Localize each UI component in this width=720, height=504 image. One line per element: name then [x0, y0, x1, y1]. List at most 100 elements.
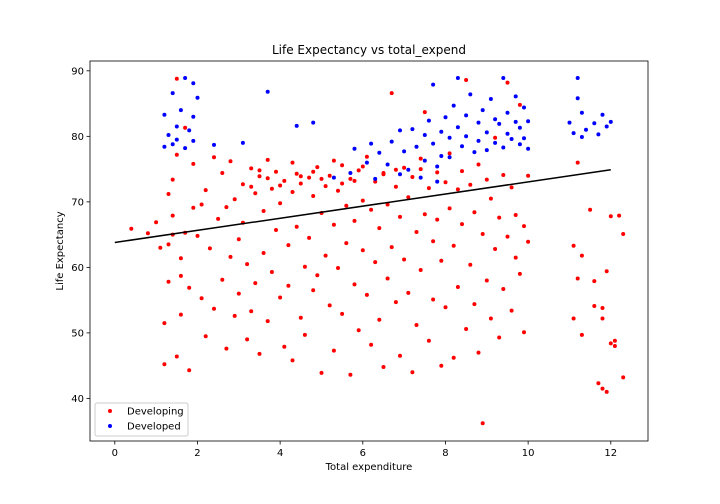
developing-point	[166, 279, 171, 284]
developing-point	[178, 256, 183, 261]
developing-point	[336, 266, 340, 270]
developing-point	[460, 169, 464, 174]
developing-point	[265, 157, 270, 162]
developed-point	[439, 129, 444, 134]
developing-point	[360, 164, 365, 169]
developing-point	[356, 168, 361, 173]
developed-point	[451, 103, 456, 108]
developing-point	[286, 283, 291, 288]
developing-point	[199, 296, 204, 301]
developing-point	[174, 354, 179, 359]
trend-line	[114, 169, 611, 244]
developing-point	[352, 282, 357, 287]
developing-point	[431, 297, 436, 302]
developing-point	[331, 158, 336, 163]
developing-point	[360, 248, 365, 253]
developing-point	[373, 260, 378, 265]
developing-point	[575, 160, 580, 165]
developing-point	[406, 290, 411, 295]
developing-point	[608, 214, 613, 219]
developed-point	[600, 112, 605, 117]
developing-point	[269, 186, 274, 191]
developed-point	[493, 140, 498, 145]
developing-point	[517, 271, 522, 276]
developing-point	[278, 201, 283, 206]
developed-point	[468, 92, 473, 97]
developing-point	[451, 355, 456, 360]
developing-point	[600, 306, 605, 310]
developing-point	[451, 243, 456, 248]
developing-point	[592, 279, 597, 284]
developing-point	[588, 207, 593, 212]
developing-point	[257, 168, 262, 173]
developed-point	[162, 112, 167, 117]
developed-point	[352, 146, 357, 151]
developing-point	[468, 182, 473, 187]
developing-point	[579, 332, 584, 337]
y-tick-label: 70	[71, 197, 84, 208]
developed-point	[513, 94, 518, 99]
developed-point	[265, 89, 270, 94]
developing-point	[232, 197, 237, 202]
developing-point	[389, 245, 394, 250]
developing-point	[522, 224, 526, 229]
developed-point	[364, 160, 369, 165]
developing-point	[505, 234, 510, 239]
legend-label-developed: Developed	[127, 422, 181, 433]
developed-point	[455, 76, 460, 80]
developing-point	[604, 389, 609, 394]
developing-point	[228, 159, 233, 164]
developed-point	[431, 82, 436, 87]
developing-point	[472, 302, 477, 307]
developing-point	[245, 337, 250, 342]
developing-point	[302, 332, 307, 337]
developed-point	[414, 144, 419, 149]
developing-point	[340, 163, 345, 168]
developing-point	[302, 264, 307, 269]
y-tick-label: 80	[71, 132, 84, 143]
developing-point	[187, 285, 192, 290]
developing-point	[236, 291, 241, 296]
developed-point	[402, 149, 407, 154]
developed-point	[517, 142, 522, 147]
developing-point	[526, 173, 531, 178]
developed-point	[439, 154, 444, 158]
developed-point	[418, 175, 423, 180]
developed-point	[464, 134, 469, 139]
developing-point	[571, 316, 576, 321]
developed-point	[505, 131, 510, 136]
developing-point	[311, 288, 316, 293]
developed-point	[426, 118, 431, 123]
developing-point	[174, 152, 179, 157]
y-tick-label: 50	[71, 328, 84, 339]
developing-point	[526, 239, 531, 244]
developing-point	[455, 187, 460, 192]
developing-point	[608, 341, 613, 346]
developing-point	[290, 190, 295, 194]
developing-point	[240, 182, 245, 187]
developing-point	[377, 226, 382, 231]
developed-point	[571, 131, 576, 136]
developing-point	[352, 218, 357, 223]
legend-box	[94, 402, 189, 437]
developing-point	[311, 194, 316, 198]
x-tick-label: 10	[522, 448, 535, 459]
developing-point	[612, 344, 617, 348]
developing-point	[377, 317, 382, 322]
developing-point	[501, 173, 506, 177]
developed-point	[422, 133, 427, 137]
developing-point	[166, 192, 171, 196]
developing-point	[294, 224, 299, 229]
developed-point	[501, 76, 506, 80]
developed-point	[195, 95, 200, 100]
developed-point	[191, 114, 196, 119]
developing-point	[269, 270, 274, 274]
developing-point	[199, 202, 204, 207]
developing-point	[170, 177, 175, 182]
developed-point	[526, 146, 531, 151]
x-tick-label: 2	[194, 448, 200, 459]
developing-point	[621, 232, 626, 236]
developing-point	[331, 222, 336, 227]
developed-point	[398, 172, 402, 177]
developing-point	[402, 257, 407, 262]
